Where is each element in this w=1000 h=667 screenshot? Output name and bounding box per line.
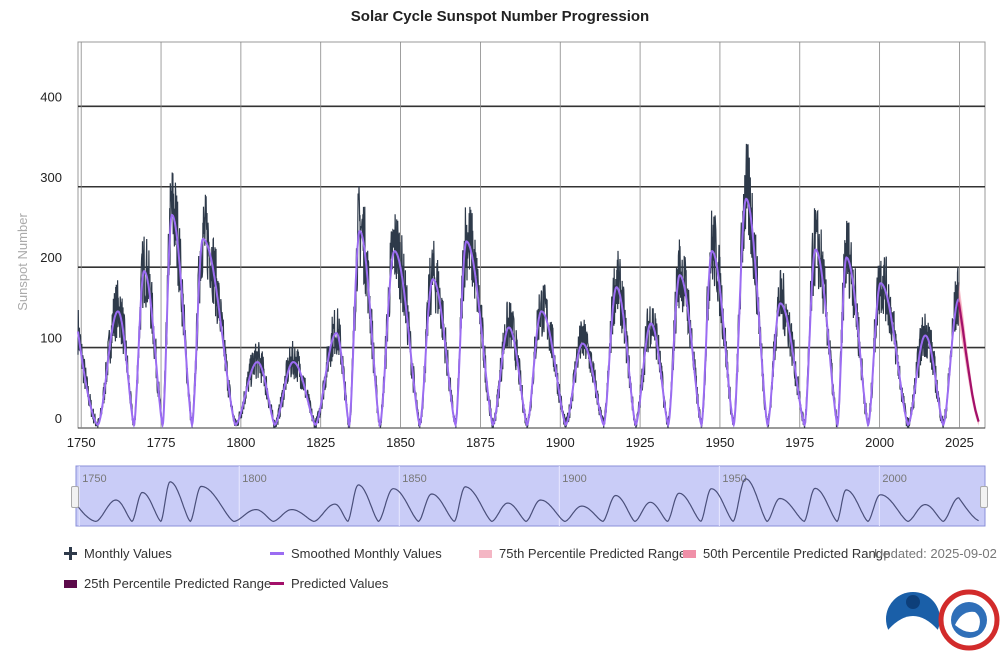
navigator-tick-label: 1750 (82, 473, 106, 485)
legend-smoothed-monthly-values[interactable]: Smoothed Monthly Values (270, 546, 442, 561)
navigator-tick-label: 1800 (242, 473, 266, 485)
chart-title: Solar Cycle Sunspot Number Progression (350, 8, 650, 25)
legend-label: 25th Percentile Predicted Range (84, 576, 272, 591)
legend-band-marker (64, 579, 77, 588)
navigator-series-line (75, 478, 979, 523)
smoothed-values-line (77, 197, 960, 429)
nws-logo-cloud (955, 611, 980, 633)
legend-band-marker (479, 549, 492, 558)
y-axis: 0 100 200 300 400 (40, 89, 62, 426)
legend-predicted-values[interactable]: Predicted Values (270, 576, 388, 591)
y-tick-label: 100 (40, 331, 62, 346)
logos (886, 589, 1000, 651)
legend-label: Monthly Values (84, 546, 172, 561)
legend-label: 75th Percentile Predicted Range (499, 546, 687, 561)
x-tick-label: 2000 (865, 435, 894, 450)
x-tick-label: 1750 (67, 435, 96, 450)
legend-cross-marker (64, 547, 77, 560)
y-tick-label: 400 (40, 89, 62, 104)
navigator[interactable]: 1750 1800 1850 1900 1950 2000 (75, 465, 986, 527)
x-tick-label: 1775 (147, 435, 176, 450)
plot-area (77, 143, 980, 429)
noaa-logo-bird (906, 595, 920, 609)
legend-label: Smoothed Monthly Values (291, 546, 442, 561)
predicted-values-line (957, 302, 980, 422)
y-axis-label: Sunspot Number (15, 213, 30, 311)
navigator-tick-label: 2000 (882, 473, 906, 485)
y-tick-label: 200 (40, 250, 62, 265)
x-tick-label: 1950 (705, 435, 734, 450)
legend-25th-percentile[interactable]: 25th Percentile Predicted Range (64, 576, 271, 591)
navigator-right-handle[interactable] (980, 486, 988, 508)
x-tick-label: 1900 (546, 435, 575, 450)
legend-monthly-values[interactable]: Monthly Values (64, 546, 172, 561)
legend-75th-percentile[interactable]: 75th Percentile Predicted Range (479, 546, 686, 561)
x-axis: 1750 1775 1800 1825 1850 1875 1900 1925 1950 1975… (67, 435, 974, 450)
y-tick-label: 0 (55, 411, 62, 426)
x-tick-label: 1825 (306, 435, 335, 450)
x-tick-label: 1975 (785, 435, 814, 450)
x-tick-label: 1925 (626, 435, 655, 450)
legend-50th-percentile[interactable]: 50th Percentile Predicted Range (683, 546, 890, 561)
legend-line-marker (270, 582, 284, 585)
x-tick-label: 1800 (226, 435, 255, 450)
grid (77, 41, 986, 429)
navigator-tick-label: 1850 (402, 473, 426, 485)
legend-band-marker (683, 549, 696, 558)
legend-line-marker (270, 552, 284, 555)
x-tick-label: 1875 (466, 435, 495, 450)
y-tick-label: 300 (40, 170, 62, 185)
navigator-tick-label: 1900 (562, 473, 586, 485)
legend-label: Predicted Values (291, 576, 389, 591)
noaa-logo-wave (888, 616, 938, 647)
navigator-tick-label: 1950 (722, 473, 746, 485)
navigator-mask (75, 465, 986, 527)
monthly-values-line (77, 143, 960, 429)
x-tick-label: 1850 (386, 435, 415, 450)
navigator-left-handle[interactable] (71, 486, 79, 508)
legend-label: 50th Percentile Predicted Range (703, 546, 891, 561)
x-tick-label: 2025 (945, 435, 974, 450)
updated-date: Updated: 2025-09-02 (874, 546, 997, 561)
